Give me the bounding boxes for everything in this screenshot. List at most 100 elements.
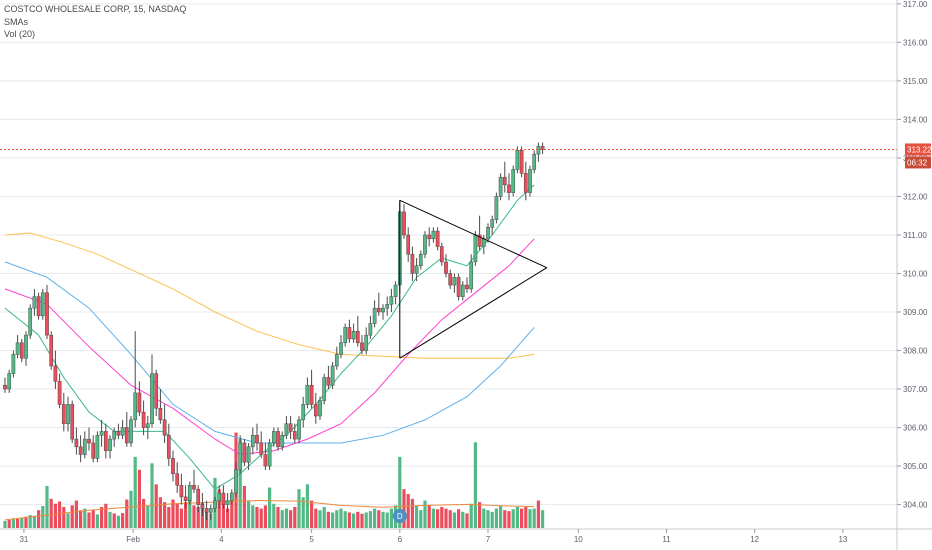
candle-body — [255, 435, 259, 444]
candle — [515, 146, 520, 174]
volume-bar — [175, 503, 179, 528]
time-axis[interactable]: 31 Feb 4 5 6 7 10 11 12 13 — [0, 528, 932, 544]
candle-body — [460, 284, 465, 297]
candle — [376, 292, 381, 316]
candle — [49, 331, 54, 370]
volume-bar — [242, 485, 246, 528]
candle — [309, 369, 314, 409]
candle — [40, 288, 45, 320]
candle-body — [368, 323, 373, 336]
candle-body — [187, 485, 192, 501]
candle — [61, 392, 66, 432]
volume-bar — [431, 508, 435, 528]
candle — [234, 462, 238, 497]
volume-bar — [221, 503, 225, 528]
candle — [53, 350, 58, 390]
candle-body — [507, 184, 511, 193]
volume-bar — [339, 508, 343, 528]
volume-bar — [255, 506, 259, 528]
candle — [7, 369, 12, 393]
candle-body — [376, 307, 381, 313]
candle-body — [242, 442, 247, 463]
candle-body — [439, 246, 444, 263]
candle-body — [410, 253, 415, 274]
volume-bar — [457, 509, 461, 528]
volume-bar — [79, 510, 83, 528]
volume-bar — [541, 510, 545, 528]
price-axis[interactable]: 317.00316.00315.00314.00313.00312.00311.… — [896, 0, 928, 550]
volume-bar — [536, 500, 540, 528]
candle-body — [435, 230, 440, 247]
volume-bar — [66, 513, 70, 528]
candle — [330, 362, 335, 390]
volume-bar — [284, 508, 288, 528]
candle — [103, 423, 108, 459]
candle — [145, 416, 150, 440]
candle — [175, 462, 180, 494]
candle-body — [192, 485, 196, 490]
candle-body — [263, 454, 268, 467]
candle-body — [250, 435, 255, 448]
volume-bar — [305, 484, 309, 528]
candle — [402, 204, 406, 239]
candle-body — [540, 146, 545, 150]
volume-bar — [318, 510, 322, 528]
time-axis-label: 11 — [662, 535, 671, 544]
candle-body — [103, 431, 108, 451]
candle — [200, 493, 205, 517]
candle — [166, 423, 171, 467]
volume-bar — [486, 510, 490, 528]
candle-body — [200, 504, 205, 509]
volume-bar — [247, 500, 251, 528]
candle-body — [444, 261, 448, 274]
candle — [364, 327, 369, 355]
candle — [334, 346, 339, 370]
price-axis-label: 317.00 — [903, 0, 928, 9]
time-axis-label: 10 — [574, 535, 583, 544]
volume-bar — [217, 489, 221, 528]
triangle-lower-line — [399, 267, 548, 359]
volume-bar — [478, 502, 482, 528]
volume-bar — [528, 509, 532, 528]
symbol-title[interactable]: COSTCO WHOLESALE CORP, 15, NASDAQ — [4, 4, 187, 14]
candle-body — [19, 342, 24, 359]
candle — [297, 416, 301, 443]
candle — [381, 304, 385, 320]
candle-body — [372, 307, 377, 324]
triangle-pattern-drawing[interactable] — [399, 199, 548, 359]
dividend-marker[interactable]: D — [392, 509, 407, 523]
candle-body — [133, 392, 138, 421]
volume-bar — [297, 489, 301, 528]
candle-body — [528, 169, 532, 193]
volume-bar — [406, 494, 410, 528]
volume-indicator-label[interactable]: Vol (20) — [4, 29, 36, 39]
volume-bar — [146, 505, 150, 528]
candle — [427, 227, 432, 247]
candle — [423, 231, 427, 259]
volume-bar — [331, 512, 335, 528]
candle-body — [418, 253, 423, 267]
candle — [507, 173, 511, 201]
candle-body — [351, 331, 356, 340]
volume-bar — [158, 497, 162, 528]
volume-bar — [326, 511, 330, 528]
volume-bar — [494, 508, 498, 528]
candle-body — [229, 492, 234, 501]
volume-ma-path — [4, 499, 535, 521]
volume-bar — [490, 511, 494, 528]
candle — [116, 423, 121, 440]
candle — [360, 335, 364, 355]
candle — [326, 365, 331, 390]
price-axis-label: 316.00 — [903, 38, 928, 47]
candle — [229, 489, 234, 505]
candle — [368, 315, 373, 339]
candle — [45, 285, 49, 339]
candle-body — [381, 307, 385, 313]
candle — [108, 435, 112, 459]
volume-bar — [58, 501, 62, 528]
sma-indicator-label[interactable]: SMAs — [4, 16, 29, 27]
volume-bar — [251, 505, 255, 528]
candle-body — [523, 173, 528, 193]
volume-bar — [163, 502, 167, 528]
